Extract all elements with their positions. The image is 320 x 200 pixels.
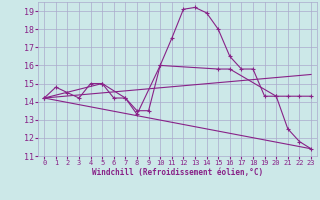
X-axis label: Windchill (Refroidissement éolien,°C): Windchill (Refroidissement éolien,°C)	[92, 168, 263, 177]
